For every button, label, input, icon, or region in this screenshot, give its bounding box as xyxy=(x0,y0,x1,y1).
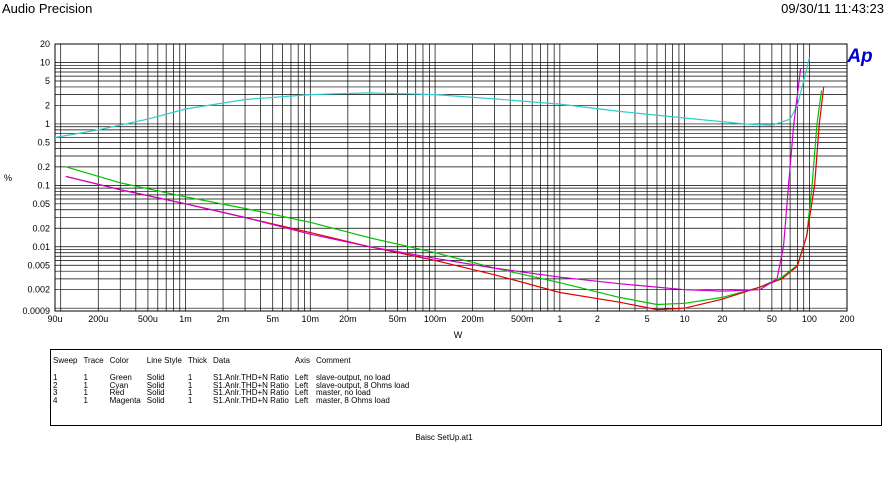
legend-cell: Left xyxy=(294,380,309,390)
x-tick-label: 200 xyxy=(839,314,854,324)
x-tick-label: 90u xyxy=(47,314,62,324)
legend-cell: S1.Anlr.THD+N Ratio xyxy=(213,380,289,390)
timestamp: 09/30/11 11:43:23 xyxy=(781,1,884,16)
x-tick-label: 100 xyxy=(802,314,817,324)
legend-header: Axis xyxy=(294,356,310,365)
y-tick-label: 2 xyxy=(45,100,50,110)
y-tick-label: 0.5 xyxy=(37,137,50,147)
x-tick-label: 5m xyxy=(266,314,279,324)
legend-cell: Magenta xyxy=(109,395,141,405)
legend-cell: S1.Anlr.THD+N Ratio xyxy=(213,395,289,405)
legend-cell: slave-output, no load xyxy=(315,373,391,382)
legend-cell: master, 8 Ohms load xyxy=(315,395,390,405)
x-tick-label: 200m xyxy=(461,314,484,324)
series-line-1 xyxy=(65,90,823,306)
y-tick-label: 20 xyxy=(40,39,50,49)
x-tick-label: 2m xyxy=(217,314,230,324)
x-tick-label: 10m xyxy=(302,314,320,324)
x-tick-label: 20m xyxy=(339,314,357,324)
y-tick-label: 0.0009 xyxy=(22,306,50,316)
series-line-2 xyxy=(54,57,810,139)
legend-row: 3 1 Red Solid 1 S1.Anlr.THD+N Ratio Left… xyxy=(51,389,413,397)
legend-cell: Left xyxy=(294,373,309,382)
legend-cell: 1 xyxy=(187,388,193,397)
legend-cell: 1 xyxy=(53,373,58,382)
legend-cell: Solid xyxy=(146,373,165,382)
legend-header: Comment xyxy=(315,356,351,365)
y-tick-label: 5 xyxy=(45,76,50,86)
y-tick-label: 0.02 xyxy=(32,223,50,233)
legend-cell: 1 xyxy=(187,380,193,390)
legend-cell: Left xyxy=(294,388,309,397)
legend-row: 2 1 Cyan Solid 1 S1.Anlr.THD+N Ratio Lef… xyxy=(51,380,413,390)
legend-cell: 1 xyxy=(187,395,193,405)
legend-cell: 1 xyxy=(83,388,88,397)
x-tick-label: 50 xyxy=(767,314,777,324)
file-name: Baisc SetUp.at1 xyxy=(415,433,473,442)
legend-header: Color xyxy=(109,356,129,365)
legend-cell: Solid xyxy=(146,388,165,397)
y-tick-label: 10 xyxy=(40,57,50,67)
plot-frame xyxy=(54,43,848,312)
legend-panel: Sweep Trace Color Line Style Thick Data … xyxy=(50,349,882,426)
x-tick-label: 1m xyxy=(179,314,192,324)
x-tick-label: 2 xyxy=(595,314,600,324)
legend-header: Trace xyxy=(83,356,104,365)
legend-cell: Solid xyxy=(146,380,165,390)
legend-cell: master, no load xyxy=(315,388,371,397)
x-tick-label: 5 xyxy=(645,314,650,324)
y-tick-label: 0.005 xyxy=(27,260,50,270)
legend-cell: 2 xyxy=(53,380,58,390)
legend-cell: 1 xyxy=(83,373,88,382)
x-tick-label: 50m xyxy=(389,314,407,324)
legend-table: Sweep Trace Color Line Style Thick Data … xyxy=(51,350,413,404)
y-tick-label: 0.01 xyxy=(32,242,50,252)
legend-cell: S1.Anlr.THD+N Ratio xyxy=(213,388,289,397)
legend-header: Thick xyxy=(187,356,208,365)
x-tick-label: 1 xyxy=(557,314,562,324)
thd-n-chart: 90u 200u 500u 1m 2m 5m 10m 20m 50m 100m 200m 500m 1 2… xyxy=(4,39,873,340)
x-axis-label: W xyxy=(454,330,463,340)
legend-cell: Cyan xyxy=(109,380,129,390)
legend-cell: Red xyxy=(109,388,125,397)
y-tick-label: 0.1 xyxy=(37,180,50,190)
x-tick-label: 200u xyxy=(88,314,108,324)
legend-header: Data xyxy=(213,356,230,365)
legend-cell: 1 xyxy=(83,380,88,390)
legend-cell: 1 xyxy=(187,373,193,382)
app-title: Audio Precision xyxy=(2,1,93,16)
legend-cell: 4 xyxy=(53,395,58,405)
legend-cell: Solid xyxy=(146,395,165,405)
legend-row: 1 1 Green Solid 1 S1.Anlr.THD+N Ratio Le… xyxy=(51,372,413,382)
ap-logo: Ap xyxy=(846,46,872,67)
x-tick-label: 20 xyxy=(717,314,727,324)
x-tick-label: 500u xyxy=(138,314,158,324)
y-tick-label: 0.2 xyxy=(37,162,50,172)
y-tick-label: 1 xyxy=(45,119,50,129)
legend-header-row: Sweep Trace Color Line Style Thick Data … xyxy=(51,350,413,372)
series-line-4 xyxy=(65,68,802,292)
y-tick-label: 0.002 xyxy=(27,285,50,295)
y-tick-label: 0.05 xyxy=(32,199,50,209)
legend-cell: Green xyxy=(109,373,132,382)
legend-cell: 1 xyxy=(83,395,88,405)
legend-header: Line Style xyxy=(146,356,182,365)
x-tick-label: 500m xyxy=(511,314,534,324)
x-tick-label: 100m xyxy=(424,314,447,324)
legend-cell: slave-output, 8 Ohms load xyxy=(315,380,410,390)
x-tick-label: 10 xyxy=(680,314,690,324)
legend-cell: Left xyxy=(294,395,309,405)
legend-row: 4 1 Magenta Solid 1 S1.Anlr.THD+N Ratio … xyxy=(51,395,413,405)
y-axis-label: % xyxy=(4,173,12,183)
legend-cell: 3 xyxy=(53,388,58,397)
legend-header: Sweep xyxy=(53,356,78,365)
legend-cell: S1.Anlr.THD+N Ratio xyxy=(213,373,289,382)
